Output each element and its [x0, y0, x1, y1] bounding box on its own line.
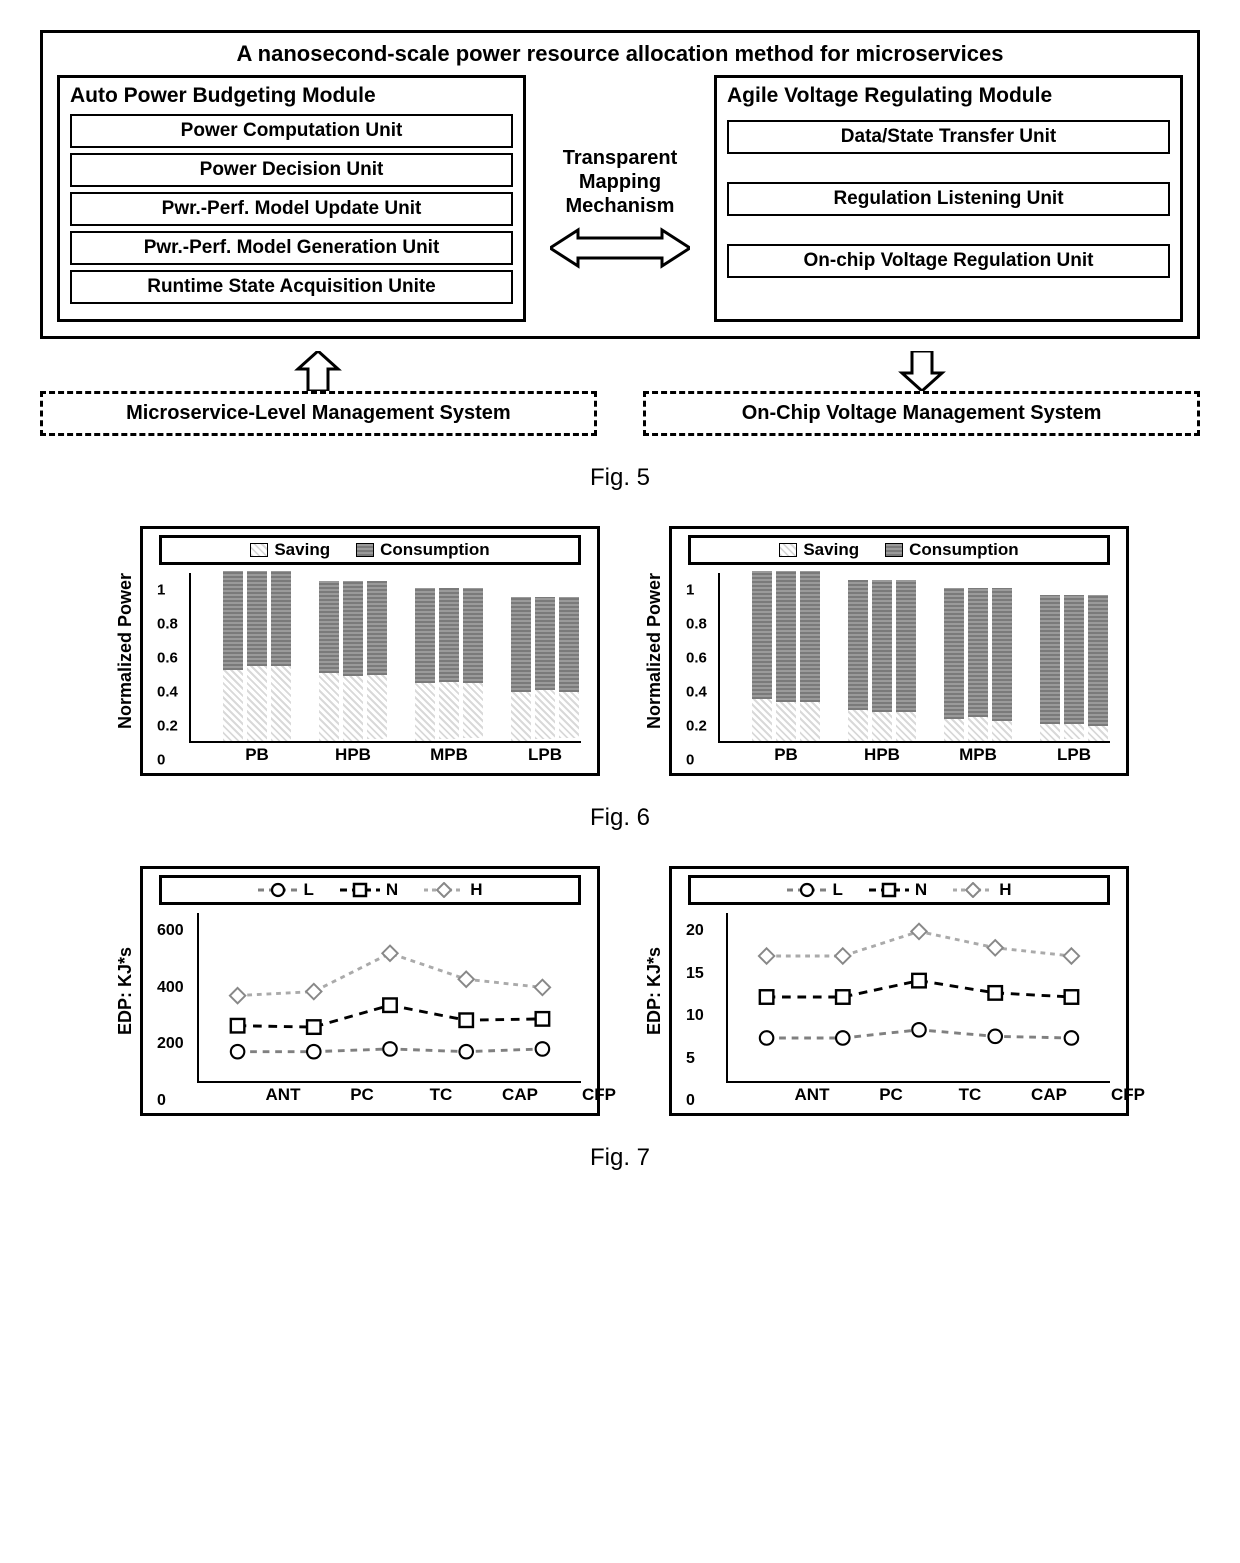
fig6-caption: Fig. 6	[40, 804, 1200, 832]
fig7-legend: L N H	[688, 875, 1110, 905]
fig7-legend: L N H	[159, 875, 581, 905]
fig7-ylabel: EDP: KJ*s	[111, 866, 140, 1116]
swatch-icon	[779, 543, 797, 557]
unit-box: Runtime State Acquisition Unite	[70, 270, 513, 304]
swatch-icon	[356, 543, 374, 557]
fig6-legend: Saving Consumption	[688, 535, 1110, 565]
legend-item: N	[340, 880, 398, 900]
swatch-icon	[250, 543, 268, 557]
double-arrow-icon	[550, 224, 690, 272]
left-module-title: Auto Power Budgeting Module	[70, 84, 513, 108]
unit-box: Pwr.-Perf. Model Update Unit	[70, 192, 513, 226]
fig6-right-chart: Saving Consumption 00.20.40.60.81PBHPBMP…	[669, 526, 1129, 776]
right-module: Agile Voltage Regulating Module Data/Sta…	[714, 75, 1183, 322]
legend-item: H	[424, 880, 482, 900]
unit-box: Regulation Listening Unit	[727, 182, 1170, 216]
unit-box: Power Decision Unit	[70, 153, 513, 187]
unit-box: Power Computation Unit	[70, 114, 513, 148]
fig5-caption: Fig. 5	[40, 464, 1200, 492]
fig6-legend: Saving Consumption	[159, 535, 581, 565]
bottom-right-box: On-Chip Voltage Management System	[643, 391, 1200, 436]
fig7-pair: EDP: KJ*s L N H 0200400600ANTPCTCCAPCFP	[70, 866, 1170, 1116]
fig6-pair: Normalized Power Saving Consumption 00.2…	[70, 526, 1170, 776]
legend-item: N	[869, 880, 927, 900]
legend-item: L	[258, 880, 314, 900]
unit-box: Pwr.-Perf. Model Generation Unit	[70, 231, 513, 265]
bottom-left-box: Microservice-Level Management System	[40, 391, 597, 436]
fig7-right-chart: L N H 05101520ANTPCTCCAPCFP	[669, 866, 1129, 1116]
fig6-ylabel: Normalized Power	[640, 526, 669, 776]
fig5-diagram: A nanosecond-scale power resource alloca…	[40, 30, 1200, 339]
unit-box: On-chip Voltage Regulation Unit	[727, 244, 1170, 278]
up-arrow-icon	[40, 351, 597, 391]
swatch-icon	[885, 543, 903, 557]
fig6-ylabel: Normalized Power	[111, 526, 140, 776]
unit-box: Data/State Transfer Unit	[727, 120, 1170, 154]
fig6-left-chart: Saving Consumption 00.20.40.60.81PBHPBMP…	[140, 526, 600, 776]
fig5-title: A nanosecond-scale power resource alloca…	[57, 41, 1183, 67]
fig7-caption: Fig. 7	[40, 1144, 1200, 1172]
fig7-ylabel: EDP: KJ*s	[640, 866, 669, 1116]
left-module: Auto Power Budgeting Module Power Comput…	[57, 75, 526, 322]
right-module-title: Agile Voltage Regulating Module	[727, 84, 1170, 108]
fig7-left-chart: L N H 0200400600ANTPCTCCAPCFP	[140, 866, 600, 1116]
mapping-label: Transparent Mapping Mechanism	[563, 146, 677, 218]
legend-item: H	[953, 880, 1011, 900]
middle-column: Transparent Mapping Mechanism	[540, 75, 700, 322]
legend-item: L	[787, 880, 843, 900]
down-arrow-icon	[643, 351, 1200, 391]
